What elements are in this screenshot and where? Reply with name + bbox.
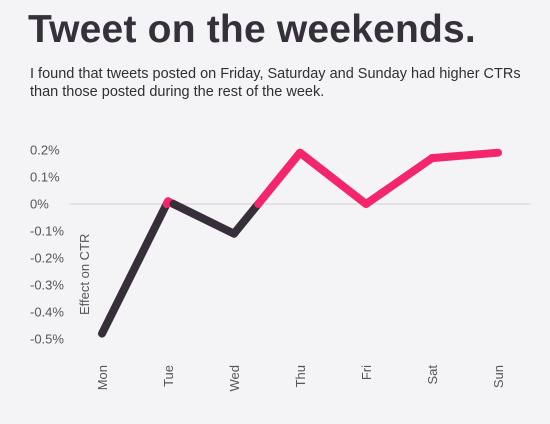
- y-tick-label: -0.1%: [30, 224, 64, 239]
- y-tick-label: 0%: [30, 197, 49, 212]
- y-tick-label: 0.1%: [30, 170, 60, 185]
- y-tick-label: 0.2%: [30, 143, 60, 158]
- y-tick-label: -0.2%: [30, 251, 64, 266]
- y-axis-ticks: 0.2% 0.1% 0% -0.1% -0.2% -0.3% -0.4% -0.5%: [30, 143, 64, 347]
- line-segment: [169, 200, 238, 238]
- line-segment: [428, 148, 502, 163]
- x-tick-label-mon: Mon: [95, 365, 110, 390]
- x-tick-label-thu: Thu: [293, 365, 308, 387]
- x-tick-label-sat: Sat: [425, 365, 440, 385]
- x-tick-label-fri: Fri: [359, 365, 374, 380]
- line-segment: [362, 154, 436, 208]
- line-segment: [98, 200, 171, 338]
- line-segment: [254, 148, 304, 208]
- line-segment: [230, 200, 263, 238]
- y-tick-label: -0.5%: [30, 332, 64, 347]
- y-tick-label: -0.3%: [30, 278, 64, 293]
- chart-subtitle: I found that tweets posted on Friday, Sa…: [30, 66, 521, 100]
- x-tick-label-tue: Tue: [161, 365, 176, 387]
- y-tick-label: -0.4%: [30, 305, 64, 320]
- chart-title: Tweet on the weekends.: [28, 8, 476, 51]
- x-tick-label-sun: Sun: [491, 365, 506, 388]
- y-axis-label: Effect on CTR: [77, 234, 92, 315]
- series-line: [98, 148, 502, 338]
- line-segment: [296, 148, 370, 208]
- x-axis-ticks: Mon Tue Wed Thu Fri Sat Sun: [95, 365, 506, 392]
- x-tick-label-wed: Wed: [227, 365, 242, 392]
